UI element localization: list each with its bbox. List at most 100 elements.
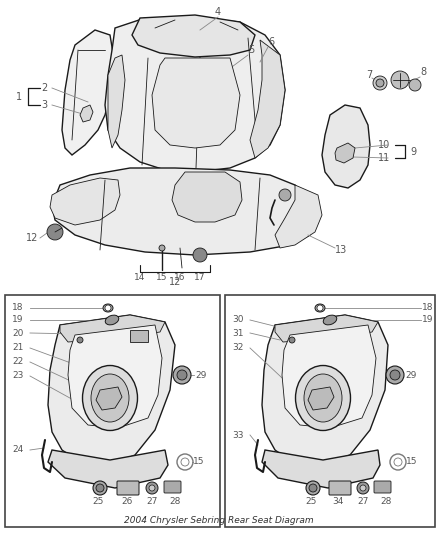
Text: 20: 20: [12, 328, 23, 337]
Circle shape: [376, 79, 384, 87]
Polygon shape: [172, 172, 242, 222]
Circle shape: [279, 189, 291, 201]
Text: 23: 23: [12, 372, 23, 381]
Circle shape: [173, 366, 191, 384]
Bar: [225, 295, 435, 527]
Ellipse shape: [315, 304, 325, 312]
Circle shape: [149, 485, 155, 491]
Ellipse shape: [103, 304, 113, 312]
Text: 13: 13: [335, 245, 347, 255]
Circle shape: [146, 482, 158, 494]
Circle shape: [159, 245, 165, 251]
Text: 22: 22: [12, 358, 23, 367]
FancyBboxPatch shape: [374, 481, 391, 493]
Circle shape: [309, 484, 317, 492]
Circle shape: [105, 305, 111, 311]
Text: 3: 3: [41, 100, 47, 110]
Text: 15: 15: [193, 457, 205, 466]
Circle shape: [93, 481, 107, 495]
Text: 2: 2: [41, 83, 47, 93]
Circle shape: [289, 337, 295, 343]
Polygon shape: [50, 178, 120, 225]
Text: 31: 31: [232, 328, 244, 337]
Text: 21: 21: [12, 343, 23, 352]
Text: 33: 33: [232, 431, 244, 440]
Circle shape: [386, 366, 404, 384]
Text: 15: 15: [406, 457, 417, 466]
Bar: [130, 330, 148, 342]
Text: 12: 12: [26, 233, 38, 243]
Text: 34: 34: [332, 497, 344, 506]
Circle shape: [47, 224, 63, 240]
Text: 1: 1: [16, 92, 22, 102]
Circle shape: [177, 370, 187, 380]
Text: 27: 27: [357, 497, 369, 506]
Text: 24: 24: [12, 446, 23, 455]
Text: 11: 11: [378, 153, 390, 163]
Polygon shape: [62, 30, 115, 155]
Circle shape: [390, 370, 400, 380]
Text: 29: 29: [195, 370, 206, 379]
Polygon shape: [80, 105, 93, 122]
Text: 14: 14: [134, 273, 146, 282]
Polygon shape: [68, 325, 162, 428]
Circle shape: [193, 248, 207, 262]
Polygon shape: [152, 58, 240, 148]
Bar: [5, 295, 220, 527]
Polygon shape: [52, 168, 315, 255]
Text: 8: 8: [420, 67, 426, 77]
Circle shape: [306, 481, 320, 495]
Ellipse shape: [82, 366, 138, 431]
Polygon shape: [250, 40, 285, 158]
Text: 25: 25: [305, 497, 317, 506]
Circle shape: [96, 484, 104, 492]
Polygon shape: [282, 325, 376, 428]
Text: 18: 18: [12, 303, 24, 312]
Ellipse shape: [105, 315, 119, 325]
Text: 6: 6: [268, 37, 274, 47]
Ellipse shape: [304, 374, 342, 422]
Text: 26: 26: [121, 497, 133, 506]
Polygon shape: [275, 185, 322, 248]
Circle shape: [77, 337, 83, 343]
Polygon shape: [48, 315, 175, 465]
Circle shape: [317, 305, 323, 311]
Polygon shape: [275, 315, 378, 342]
Circle shape: [360, 485, 366, 491]
Polygon shape: [105, 18, 285, 172]
Text: 18: 18: [422, 303, 434, 312]
Text: 15: 15: [156, 273, 168, 282]
Text: 12: 12: [169, 277, 181, 287]
Text: 28: 28: [380, 497, 392, 506]
Text: 19: 19: [422, 316, 434, 325]
Text: 5: 5: [248, 45, 254, 55]
Text: 17: 17: [194, 273, 206, 282]
Text: 27: 27: [146, 497, 158, 506]
Text: 7: 7: [366, 70, 372, 80]
FancyBboxPatch shape: [117, 481, 139, 495]
Text: 29: 29: [405, 370, 417, 379]
Polygon shape: [308, 387, 334, 410]
Text: 25: 25: [92, 497, 104, 506]
Polygon shape: [48, 450, 168, 488]
Text: 16: 16: [174, 273, 186, 282]
Text: 19: 19: [12, 316, 24, 325]
Text: 10: 10: [378, 140, 390, 150]
Text: 28: 28: [170, 497, 181, 506]
Text: 30: 30: [232, 316, 244, 325]
Ellipse shape: [91, 374, 129, 422]
Circle shape: [357, 482, 369, 494]
Text: 2004 Chrysler Sebring Rear Seat Diagram: 2004 Chrysler Sebring Rear Seat Diagram: [124, 516, 314, 525]
Ellipse shape: [323, 315, 337, 325]
FancyBboxPatch shape: [164, 481, 181, 493]
Polygon shape: [322, 105, 370, 188]
Polygon shape: [108, 55, 125, 148]
Ellipse shape: [296, 366, 350, 431]
Polygon shape: [60, 315, 165, 342]
Polygon shape: [262, 315, 388, 465]
Text: 4: 4: [215, 7, 221, 17]
Text: 32: 32: [232, 343, 244, 352]
Circle shape: [391, 71, 409, 89]
Circle shape: [373, 76, 387, 90]
Circle shape: [409, 79, 421, 91]
